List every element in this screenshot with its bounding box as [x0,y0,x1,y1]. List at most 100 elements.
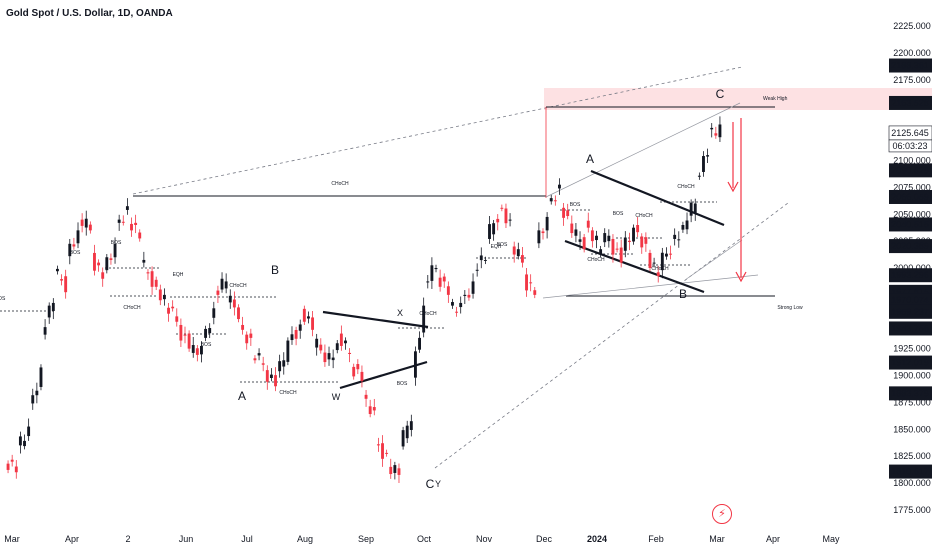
candle-body [265,370,269,382]
candle-body [282,360,286,367]
price-tag [889,386,932,401]
candle-body [162,294,166,300]
candle-body [76,230,80,244]
wave-label: W [332,392,341,402]
price-tag-label: 1810.617 [891,467,929,477]
candle-body [134,222,138,225]
candle-body [685,220,689,230]
candle-body [286,340,290,362]
wave-label: C [716,87,725,101]
candle-body [10,459,14,462]
candle-body [253,358,257,361]
flash-icon[interactable]: ⚡ [712,504,732,524]
candle-body [339,333,343,346]
candle-body [459,302,463,308]
candle-body [525,274,528,291]
candle-body [228,295,232,303]
wedge-guide-upper [545,102,741,198]
candle-body [142,259,146,263]
candle-body [121,221,125,223]
candle-body [68,243,72,257]
x-tick-label: Dec [536,534,553,544]
candle-body [537,230,541,244]
candle-body [426,281,430,283]
candle-body [413,351,417,378]
wave-label: C [426,477,435,491]
price-tag-label: 1959.237 [891,307,929,317]
candle-body [274,375,277,387]
candle-body [311,317,315,330]
eqh-label: EQH [491,244,502,250]
wave-label: B [679,287,687,301]
price-tag [889,268,932,283]
candle-body [385,452,389,454]
strong-low-label: Strong Low [777,305,803,311]
price-tag-label: 1912.019 [891,358,929,368]
candle-body [323,352,327,363]
candle-body [619,247,623,263]
candle-body [389,466,393,475]
candle-body [446,286,450,295]
candle-body [455,311,459,313]
x-tick-label: Mar [4,534,20,544]
candle-body [80,219,84,226]
y-tick-label: 1925.000 [893,344,931,354]
price-tag-label: 2188.361 [891,61,929,71]
candle-body [500,207,504,209]
bos-label: BOS [397,381,408,387]
y-tick-label: 1850.000 [893,424,931,434]
candle-body [656,272,660,277]
candle-body [660,252,664,271]
candle-body [488,224,491,239]
countdown-tag [888,139,932,153]
candle-body [138,232,142,239]
chart-title: Gold Spot / U.S. Dollar, 1D, OANDA [6,8,173,19]
price-tag [889,293,932,308]
candle-body [710,127,714,130]
countdown-label: 06:03:23 [892,141,927,151]
price-tag-label: 2125.645 [891,128,929,138]
candle-body [331,357,335,361]
price-tag-label: 1977.815 [891,287,929,297]
y-tick-label: 1800.000 [893,478,931,488]
candle-body [150,271,154,287]
candle-body [652,262,656,264]
candle-body [241,324,245,330]
channel-bottom-line [564,239,705,294]
candle-body [269,374,273,379]
candle-body [278,361,282,372]
candle-body [51,302,55,311]
candle-body [298,324,302,331]
y-tick-label: 1875.000 [893,397,931,407]
candle-body [158,289,162,301]
candle-body [183,334,187,336]
candle-body [582,237,586,250]
candle-body [27,426,31,437]
candle-body [179,324,183,341]
wave-label: A [586,152,594,166]
dashed-channel-bottom [434,202,789,469]
candle-body [232,299,236,308]
x-tick-label: 2 [125,534,130,544]
candle-body [640,236,644,248]
x-tick-label: 2024 [587,534,607,544]
candle-body [43,327,47,335]
candle-body [224,281,228,289]
candle-body [113,243,117,258]
wave-label: A [238,389,246,403]
arrow-head-short [727,181,739,193]
candle-body [599,249,603,255]
price-tag-label: 2040.515 [891,219,929,229]
dashed-channel-top [132,66,743,195]
candle-body [422,305,426,333]
weak-high-zone [544,88,932,110]
candle-body [636,225,640,233]
candle-body [154,279,158,287]
bos-label: BOS [0,296,6,302]
candle-body [294,329,298,339]
y-tick-label: 2075.000 [893,182,931,192]
candle-body [442,276,446,282]
triangle-top-line [322,310,429,329]
bos-label: BOS [497,242,508,248]
candle-body [352,366,356,377]
